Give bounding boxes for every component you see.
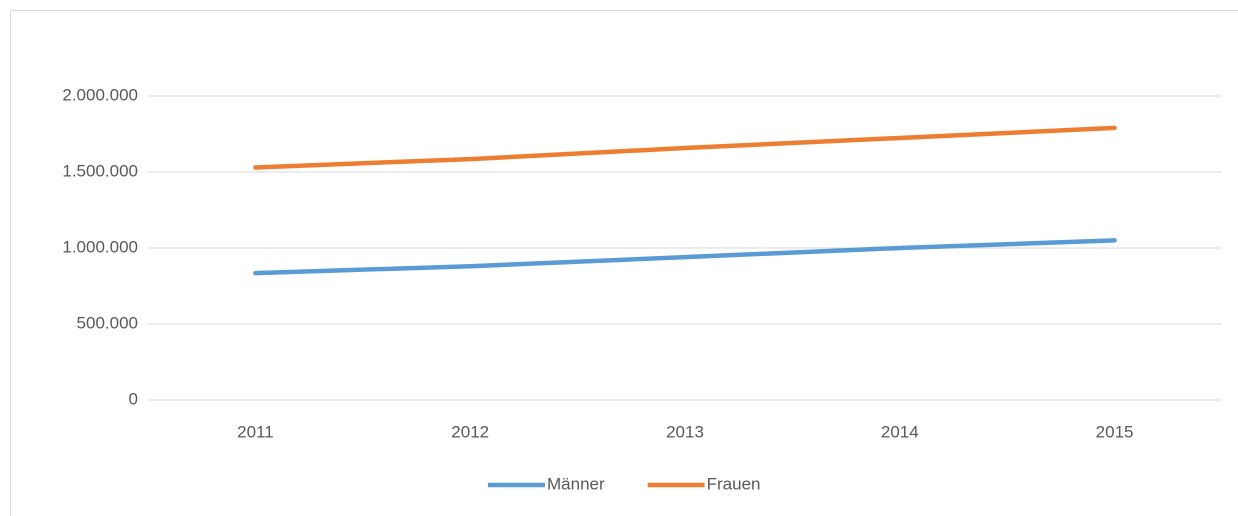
- x-tick-label: 2014: [881, 422, 919, 441]
- y-tick-label: 1.000.000: [62, 237, 138, 256]
- legend-label: Männer: [547, 474, 605, 493]
- y-tick-label: 0: [129, 389, 138, 408]
- line-series: [253, 238, 1117, 276]
- y-tick-label: 500.000: [77, 313, 138, 332]
- legend-label: Frauen: [707, 474, 761, 493]
- y-tick-label: 1.500.000: [62, 161, 138, 180]
- line-series: [253, 125, 1117, 170]
- x-tick-label: 2015: [1096, 422, 1134, 441]
- x-tick-label: 2011: [237, 422, 274, 441]
- x-tick-label: 2013: [666, 422, 704, 441]
- x-tick-label: 2012: [451, 422, 489, 441]
- chart-frame: [10, 10, 1238, 516]
- y-tick-label: 2.000.000: [62, 85, 138, 104]
